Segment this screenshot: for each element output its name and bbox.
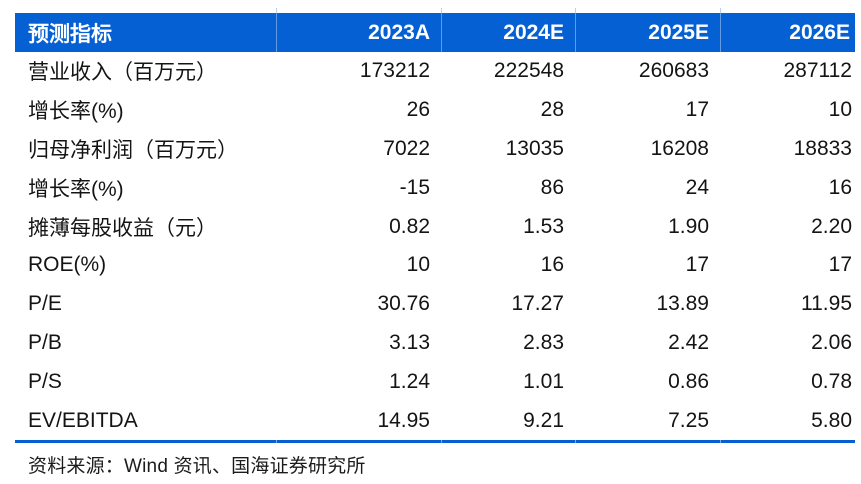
row-label: P/S bbox=[28, 369, 62, 393]
cell-2024e: 2.83 bbox=[523, 330, 564, 354]
cell-2023a: 0.82 bbox=[389, 214, 430, 238]
cell-2026e: 10 bbox=[828, 98, 852, 122]
source-note: 资料来源：Wind 资讯、国海证券研究所 bbox=[28, 456, 366, 477]
cell-2024e: 222548 bbox=[493, 59, 564, 83]
row-label: P/E bbox=[28, 292, 62, 316]
cell-2025e: 24 bbox=[685, 175, 709, 199]
grid-tick bbox=[575, 8, 576, 13]
cell-2024e: 16 bbox=[540, 253, 564, 277]
cell-2023a: 3.13 bbox=[389, 330, 430, 354]
grid-tick bbox=[575, 439, 576, 443]
table-body: 营业收入（百万元） 173212 222548 260683 287112 增长… bbox=[15, 52, 855, 440]
cell-2023a: 14.95 bbox=[377, 408, 430, 432]
cell-2025e: 17 bbox=[685, 98, 709, 122]
table-row: P/B 3.13 2.83 2.42 2.06 bbox=[15, 324, 855, 363]
grid-tick bbox=[441, 8, 442, 13]
grid-tick bbox=[720, 8, 721, 13]
cell-2024e: 17.27 bbox=[511, 292, 564, 316]
cell-2024e: 9.21 bbox=[523, 408, 564, 432]
table-bottom-rule bbox=[15, 439, 855, 443]
row-label: 增长率(%) bbox=[28, 100, 124, 124]
cell-2026e: 0.78 bbox=[811, 369, 852, 393]
cell-2026e: 16 bbox=[828, 175, 852, 199]
grid-tick bbox=[720, 439, 721, 443]
cell-2023a: 10 bbox=[406, 253, 430, 277]
cell-2023a: 26 bbox=[406, 98, 430, 122]
column-header-2023a: 2023A bbox=[276, 13, 441, 52]
cell-2025e: 2.42 bbox=[668, 330, 709, 354]
cell-2026e: 5.80 bbox=[811, 408, 852, 432]
column-header-2024e: 2024E bbox=[441, 13, 575, 52]
column-header-metric: 预测指标 bbox=[28, 22, 112, 46]
cell-2024e: 1.01 bbox=[523, 369, 564, 393]
table-row: 摊薄每股收益（元） 0.82 1.53 1.90 2.20 bbox=[15, 207, 855, 246]
cell-2025e: 17 bbox=[685, 253, 709, 277]
grid-tick bbox=[276, 8, 277, 13]
table-row: P/E 30.76 17.27 13.89 11.95 bbox=[15, 285, 855, 324]
cell-2023a: 7022 bbox=[383, 136, 430, 160]
column-header-2026e: 2026E bbox=[720, 13, 855, 52]
row-label: P/B bbox=[28, 330, 62, 354]
table-row: 增长率(%) -15 86 24 16 bbox=[15, 168, 855, 207]
table-header-row: 预测指标 2023A 2024E 2025E 2026E bbox=[15, 8, 855, 52]
grid-tick bbox=[441, 439, 442, 443]
grid-tick bbox=[276, 439, 277, 443]
cell-2023a: 173212 bbox=[359, 59, 430, 83]
cell-2026e: 18833 bbox=[793, 136, 852, 160]
cell-2025e: 13.89 bbox=[656, 292, 709, 316]
cell-2025e: 0.86 bbox=[668, 369, 709, 393]
table-row: 归母净利润（百万元） 7022 13035 16208 18833 bbox=[15, 130, 855, 169]
row-label: EV/EBITDA bbox=[28, 408, 138, 432]
row-label: ROE(%) bbox=[28, 253, 107, 277]
cell-2024e: 1.53 bbox=[523, 214, 564, 238]
table-row: ROE(%) 10 16 17 17 bbox=[15, 246, 855, 285]
table-row: P/S 1.24 1.01 0.86 0.78 bbox=[15, 362, 855, 401]
cell-2026e: 11.95 bbox=[801, 292, 852, 316]
table-row: 营业收入（百万元） 173212 222548 260683 287112 bbox=[15, 52, 855, 91]
cell-2026e: 287112 bbox=[783, 59, 852, 83]
table-row: 增长率(%) 26 28 17 10 bbox=[15, 91, 855, 130]
cell-2026e: 2.06 bbox=[811, 330, 852, 354]
table-row: EV/EBITDA 14.95 9.21 7.25 5.80 bbox=[15, 401, 855, 440]
row-label: 归母净利润（百万元） bbox=[28, 138, 238, 162]
row-label: 增长率(%) bbox=[28, 177, 124, 201]
cell-2023a: -15 bbox=[399, 175, 430, 199]
cell-2026e: 17 bbox=[828, 253, 852, 277]
cell-2025e: 260683 bbox=[638, 59, 709, 83]
cell-2025e: 1.90 bbox=[668, 214, 709, 238]
cell-2026e: 2.20 bbox=[811, 214, 852, 238]
cell-2023a: 1.24 bbox=[389, 369, 430, 393]
cell-2023a: 30.76 bbox=[377, 292, 430, 316]
cell-2024e: 28 bbox=[540, 98, 564, 122]
row-label: 摊薄每股收益（元） bbox=[28, 216, 217, 240]
column-header-2025e: 2025E bbox=[575, 13, 720, 52]
cell-2024e: 13035 bbox=[505, 136, 564, 160]
forecast-table: 预测指标 2023A 2024E 2025E 2026E 营业收入（百万元） 1… bbox=[15, 8, 855, 443]
row-label: 营业收入（百万元） bbox=[28, 61, 217, 85]
cell-2024e: 86 bbox=[540, 175, 564, 199]
cell-2025e: 16208 bbox=[650, 136, 709, 160]
cell-2025e: 7.25 bbox=[668, 408, 709, 432]
